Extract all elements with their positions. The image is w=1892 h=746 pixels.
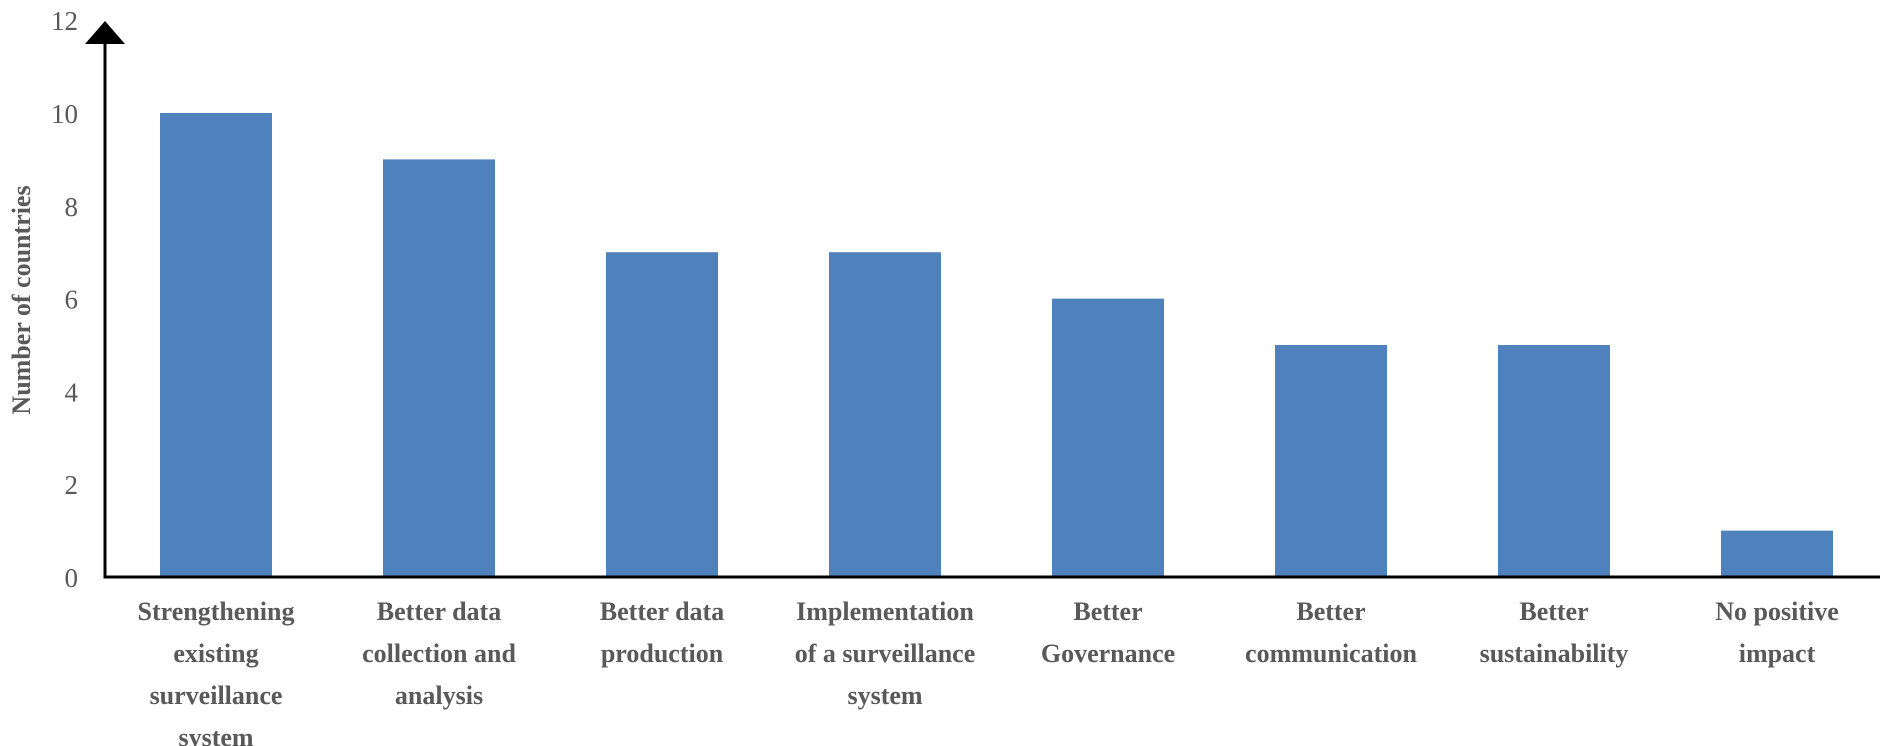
x-tick-label: existing	[173, 639, 258, 668]
x-tick-label: Better data	[377, 597, 501, 626]
x-tick-label: system	[847, 681, 922, 710]
bar-0	[160, 113, 272, 577]
y-axis-arrow-icon	[85, 21, 125, 44]
x-tick-label: production	[601, 639, 724, 668]
x-tick-label: Governance	[1041, 639, 1175, 668]
x-tick-label: No positive	[1715, 597, 1839, 626]
x-tick-label: Better	[1296, 597, 1365, 626]
y-tick-label: 2	[65, 470, 79, 500]
x-tick-label: Better	[1519, 597, 1588, 626]
x-tick-label: surveillance	[150, 681, 283, 710]
bar-1	[383, 159, 495, 577]
bar-2	[606, 252, 718, 577]
x-tick-label: analysis	[395, 681, 483, 710]
y-axis-label: Number of countries	[7, 185, 36, 414]
x-tick-label: sustainability	[1480, 639, 1629, 668]
y-tick-label: 8	[65, 192, 79, 222]
x-tick-label: of a surveillance	[795, 639, 976, 668]
x-tick-label: Better	[1073, 597, 1142, 626]
x-tick-label: system	[178, 723, 253, 746]
y-tick-label: 6	[65, 285, 79, 315]
y-tick-label: 10	[51, 99, 78, 129]
x-tick-label: collection and	[362, 639, 516, 668]
bar-4	[1052, 298, 1164, 577]
x-tick-label: communication	[1245, 639, 1417, 668]
x-tick-label: impact	[1739, 639, 1816, 668]
bar-3	[829, 252, 941, 577]
y-tick-label: 12	[51, 6, 78, 36]
bar-6	[1498, 345, 1610, 577]
bar-5	[1275, 345, 1387, 577]
y-tick-label: 0	[65, 563, 79, 593]
x-tick-label: Implementation	[796, 597, 974, 626]
x-tick-label: Better data	[600, 597, 724, 626]
y-tick-label: 4	[65, 377, 79, 407]
x-tick-label: Strengthening	[138, 597, 295, 626]
bar-7	[1721, 530, 1833, 577]
